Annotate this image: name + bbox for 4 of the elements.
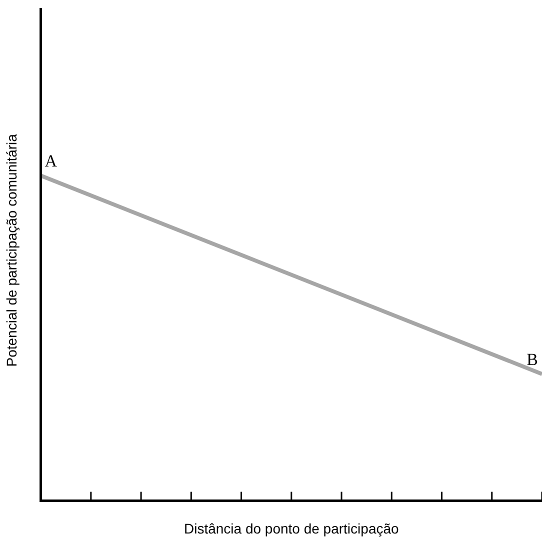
annotation: A [44, 152, 58, 171]
x-axis-title: Distância do ponto de participação [184, 520, 400, 536]
y-axis-title: Potencial de participação comunitária [3, 134, 20, 367]
annotation: B [526, 350, 538, 369]
